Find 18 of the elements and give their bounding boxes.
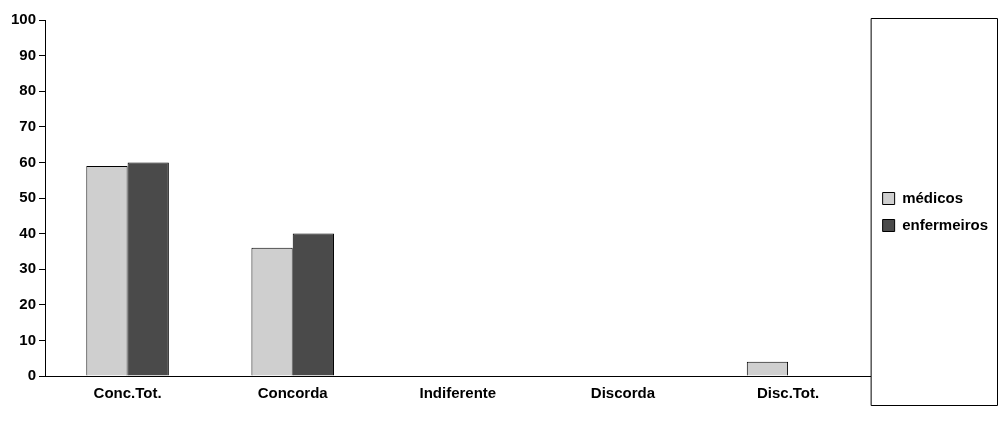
y-tick-label: 20 [19,294,37,312]
y-tick-label: 50 [19,188,37,206]
y-tick-label: 30 [19,259,37,277]
y-tick-label: 90 [19,45,37,63]
y-tick-label: 80 [19,81,37,99]
legend-label: enfermeiros [902,215,989,233]
x-tick-label: Discorda [590,384,656,402]
x-tick-label: Indiferente [419,384,497,402]
x-tick-label: Conc.Tot. [93,384,162,402]
y-tick-label: 70 [19,116,37,134]
x-tick-label: Concorda [257,384,329,402]
y-tick-label: 40 [19,223,37,241]
y-tick-label: 60 [19,152,37,170]
legend-label: médicos [902,188,963,206]
y-tick-label: 10 [19,330,37,348]
y-tick-label: 100 [11,10,37,28]
y-tick-label: 0 [27,366,37,384]
x-tick-label: Disc.Tot. [756,384,820,402]
